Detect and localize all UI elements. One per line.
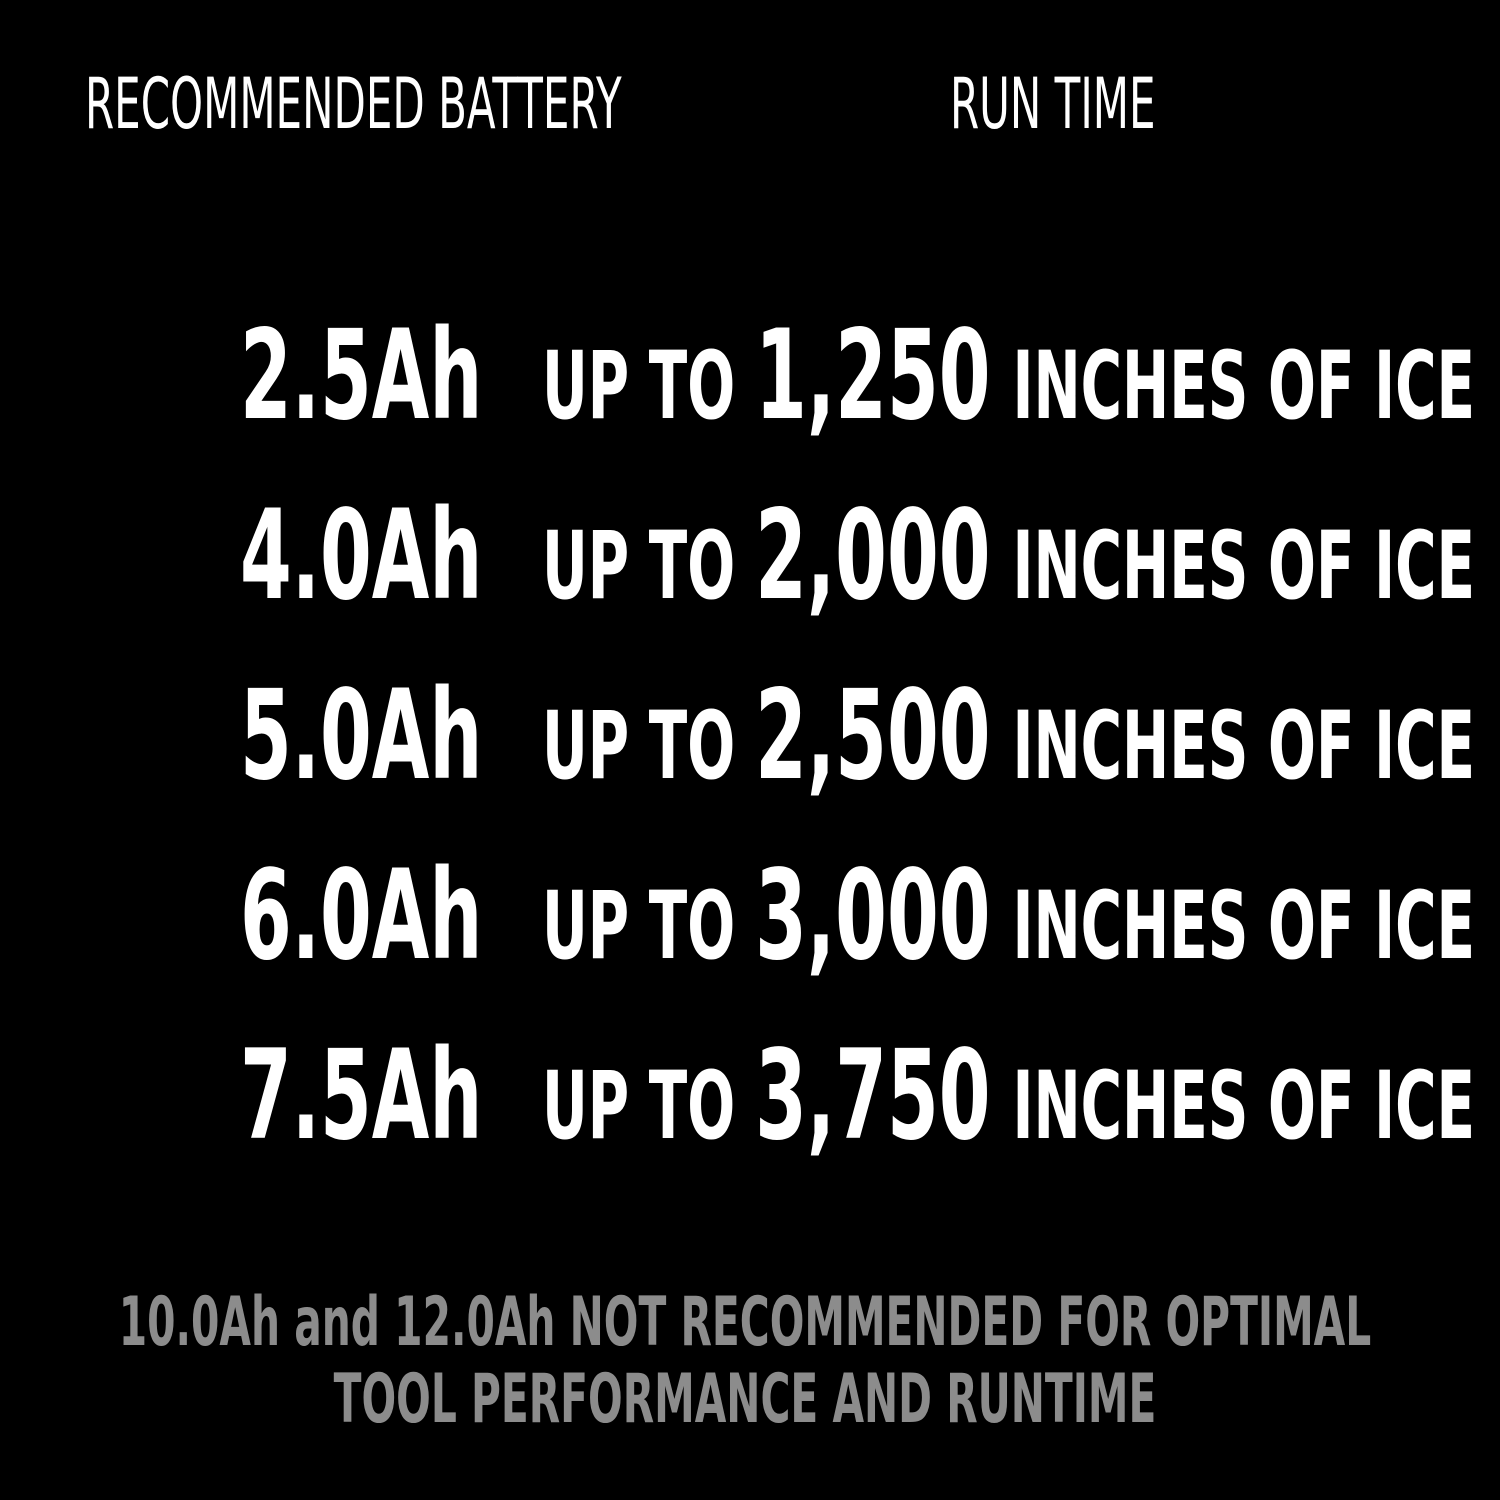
footnote-line: 10.0Ah and 12.0Ah NOT RECOMMENDED FOR OP…: [119, 1283, 1371, 1362]
runtime-amount: 3,000: [755, 844, 990, 988]
battery-size: 6.0Ah: [240, 844, 482, 988]
battery-size: 5.0Ah: [240, 664, 482, 808]
runtime-prefix: UP TO: [542, 1052, 735, 1161]
battery-size: 4.0Ah: [240, 484, 482, 628]
runtime-amount: 2,000: [755, 484, 990, 628]
battery-size: 7.5Ah: [240, 1024, 482, 1168]
runtime-suffix: INCHES OF ICE: [1012, 692, 1474, 801]
runtime-amount: 1,250: [755, 304, 990, 448]
runtime-prefix: UP TO: [542, 872, 735, 981]
runtime-prefix: UP TO: [542, 692, 735, 801]
runtime-suffix: INCHES OF ICE: [1012, 1052, 1474, 1161]
runtime-amount: 2,500: [755, 664, 990, 808]
footnote-line: TOOL PERFORMANCE AND RUNTIME: [334, 1360, 1157, 1439]
runtime-amount: 3,750: [755, 1024, 990, 1168]
battery-size: 2.5Ah: [240, 304, 482, 448]
runtime-suffix: INCHES OF ICE: [1012, 872, 1474, 981]
runtime-prefix: UP TO: [542, 512, 735, 621]
runtime-suffix: INCHES OF ICE: [1012, 332, 1474, 441]
runtime-header: RUN TIME: [950, 63, 1155, 145]
battery-header: RECOMMENDED BATTERY: [85, 63, 622, 145]
runtime-prefix: UP TO: [542, 332, 735, 441]
runtime-suffix: INCHES OF ICE: [1012, 512, 1474, 621]
